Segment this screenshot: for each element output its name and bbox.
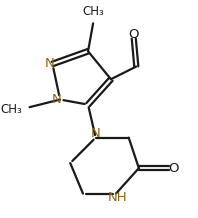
Text: N: N xyxy=(52,93,62,106)
Text: CH₃: CH₃ xyxy=(82,5,104,18)
Text: N: N xyxy=(91,127,101,140)
Text: NH: NH xyxy=(108,191,127,204)
Text: O: O xyxy=(169,162,179,175)
Text: CH₃: CH₃ xyxy=(1,103,23,116)
Text: O: O xyxy=(129,28,139,41)
Text: N: N xyxy=(45,57,55,70)
